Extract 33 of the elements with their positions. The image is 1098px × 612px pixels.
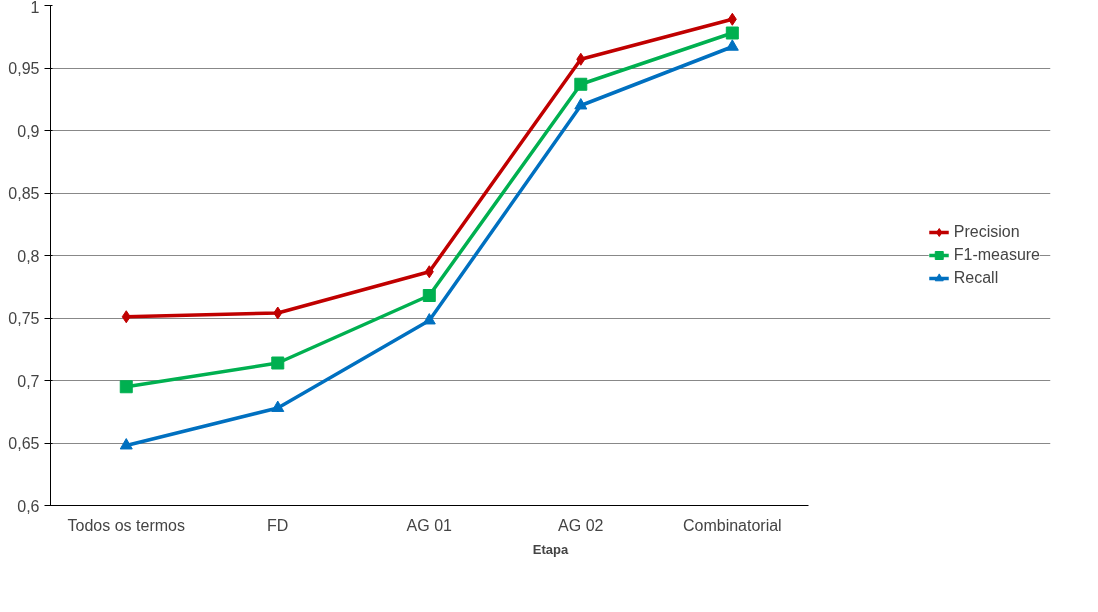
point bbox=[271, 356, 285, 370]
point bbox=[422, 313, 436, 325]
point bbox=[121, 310, 131, 324]
x-tick-label: FD bbox=[267, 516, 289, 534]
point bbox=[119, 380, 133, 394]
point bbox=[576, 52, 586, 66]
y-tick-label: 1 bbox=[30, 0, 40, 16]
legend-label: F1-measure bbox=[953, 246, 1040, 264]
x-tick-label: Todos os termos bbox=[67, 516, 185, 534]
y-tick-label: 0,75 bbox=[8, 310, 40, 327]
point bbox=[727, 12, 737, 26]
y-tick-label: 0,8 bbox=[17, 247, 40, 265]
point bbox=[574, 77, 588, 91]
point bbox=[119, 438, 133, 450]
point bbox=[424, 265, 434, 279]
x-tick-label: AG 01 bbox=[406, 516, 453, 534]
x-tick-label: AG 02 bbox=[558, 516, 604, 534]
legend-label: Precision bbox=[953, 223, 1020, 241]
y-tick-label: 0,7 bbox=[17, 372, 40, 390]
point bbox=[574, 98, 588, 110]
point bbox=[271, 400, 285, 412]
point bbox=[725, 26, 739, 40]
point bbox=[725, 39, 739, 51]
y-tick-label: 0,6 bbox=[17, 497, 40, 515]
y-tick-label: 0,65 bbox=[8, 435, 40, 452]
y-tick-label: 0,9 bbox=[17, 122, 40, 140]
x-tick-label: Combinatorial bbox=[682, 516, 782, 534]
y-tick-label: 0,95 bbox=[8, 60, 40, 77]
point bbox=[273, 306, 283, 320]
legend-label: Recall bbox=[953, 269, 999, 287]
x-axis-title: Etapa bbox=[532, 541, 569, 557]
point bbox=[422, 289, 436, 302]
y-tick-label: 0,85 bbox=[8, 185, 40, 202]
